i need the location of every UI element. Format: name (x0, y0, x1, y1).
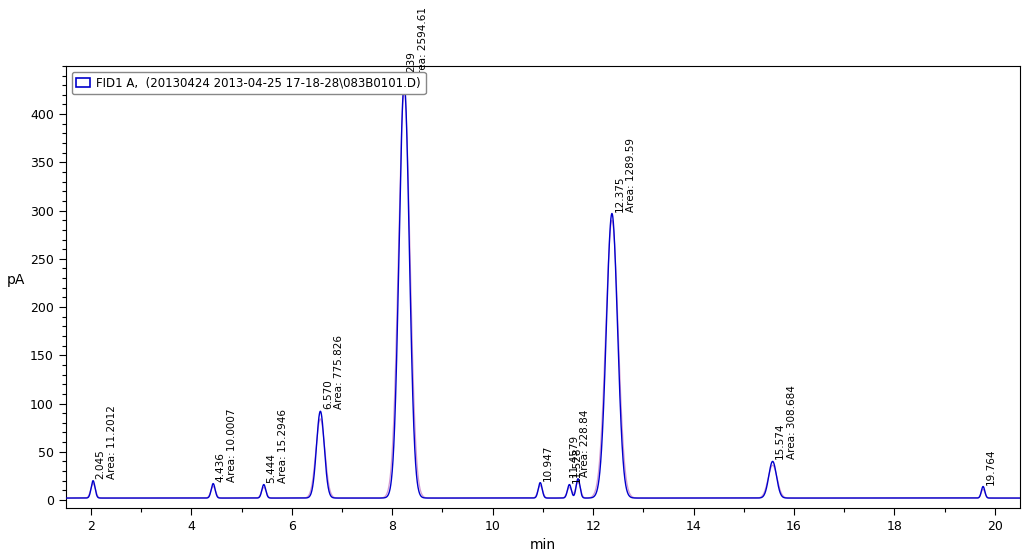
Text: 8.239
Area: 2594.61: 8.239 Area: 2594.61 (407, 7, 428, 82)
Text: 6.570
Area: 775.826: 6.570 Area: 775.826 (322, 335, 344, 409)
Text: 11.528: 11.528 (572, 446, 582, 482)
Legend: FID1 A,  (20130424 2013-04-25 17-18-28\083B0101.D): FID1 A, (20130424 2013-04-25 17-18-28\08… (72, 72, 426, 94)
Text: 19.764: 19.764 (986, 448, 995, 485)
Text: 10.947: 10.947 (542, 444, 553, 481)
Y-axis label: pA: pA (7, 273, 26, 287)
Text: 12.375
Area: 1289.59: 12.375 Area: 1289.59 (614, 138, 636, 211)
Text: 4.436
Area: 10.0007: 4.436 Area: 10.0007 (216, 408, 237, 482)
X-axis label: min: min (530, 538, 556, 552)
Text: 5.444
Area: 15.2946: 5.444 Area: 15.2946 (266, 409, 288, 482)
Text: 15.574
Area: 308.684: 15.574 Area: 308.684 (775, 386, 797, 459)
Text: 2.045
Area: 11.2012: 2.045 Area: 11.2012 (96, 405, 117, 479)
Text: 11.4579
Area: 228.84: 11.4579 Area: 228.84 (568, 409, 589, 477)
